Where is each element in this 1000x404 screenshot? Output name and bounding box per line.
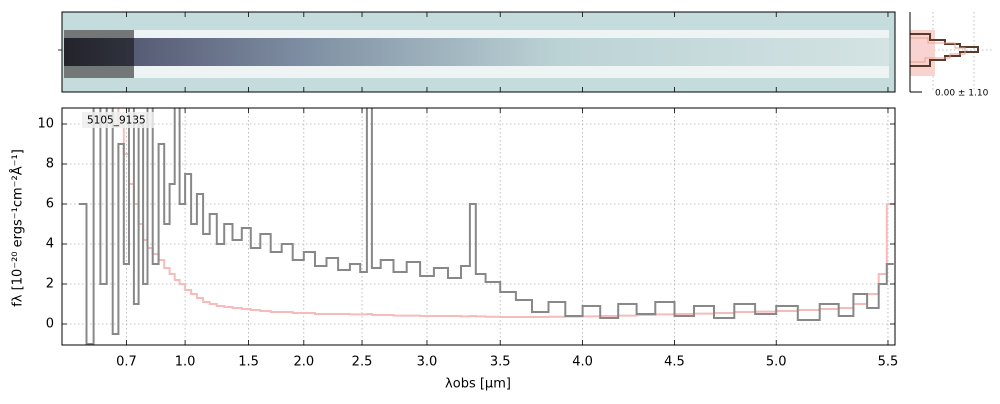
y-tick-label: 10 (37, 117, 54, 132)
y-axis-label: fλ [10⁻²⁰ ergs⁻¹cm⁻²Å⁻¹] (10, 149, 26, 307)
x-tick-label: 3.0 (417, 355, 438, 370)
x-tick-label: 3.5 (490, 355, 511, 370)
spectrum-2d-panel (58, 11, 896, 93)
x-tick-label: 4.5 (664, 355, 685, 370)
panel-frame (61, 11, 896, 93)
x-tick-label: 5.0 (766, 355, 787, 370)
data (78, 108, 894, 345)
x-axis-label: λobs [μm] (445, 377, 511, 392)
x-tick-label: 2.5 (352, 355, 373, 370)
y-tick-label: 8 (46, 157, 54, 172)
x-tick-label: 5.5 (878, 355, 899, 370)
profile-line (910, 33, 979, 67)
x-tick-label: 0.7 (116, 355, 137, 370)
profile-fill (910, 30, 935, 76)
plot-area (62, 108, 895, 345)
y-tick-label: 0 (46, 317, 54, 332)
x-tick-label: 1.0 (175, 355, 196, 370)
profile-model (910, 37, 966, 63)
y-tick-label: 4 (46, 237, 54, 252)
profile-label: 0.00 ± 1.10 (935, 89, 989, 99)
label-box (82, 112, 154, 128)
flux-line (78, 108, 894, 345)
main-panel (62, 108, 895, 345)
object-label: 5105_9135 (87, 115, 146, 127)
noisy-edge (64, 30, 134, 78)
x-tick-label: 1.5 (238, 355, 259, 370)
x-tick-label: 2.0 (293, 355, 314, 370)
plot-frame (61, 107, 896, 346)
trace (64, 38, 889, 66)
profile-panel: 0.00 ± 1.10 (909, 12, 993, 99)
y-tick-label: 6 (46, 197, 54, 212)
y-tick-label: 2 (46, 277, 54, 292)
axes: 5105_9135 λobs [μm] fλ [10⁻²⁰ ergs⁻¹cm⁻²… (10, 12, 899, 392)
x-tick-label: 4.0 (572, 355, 593, 370)
